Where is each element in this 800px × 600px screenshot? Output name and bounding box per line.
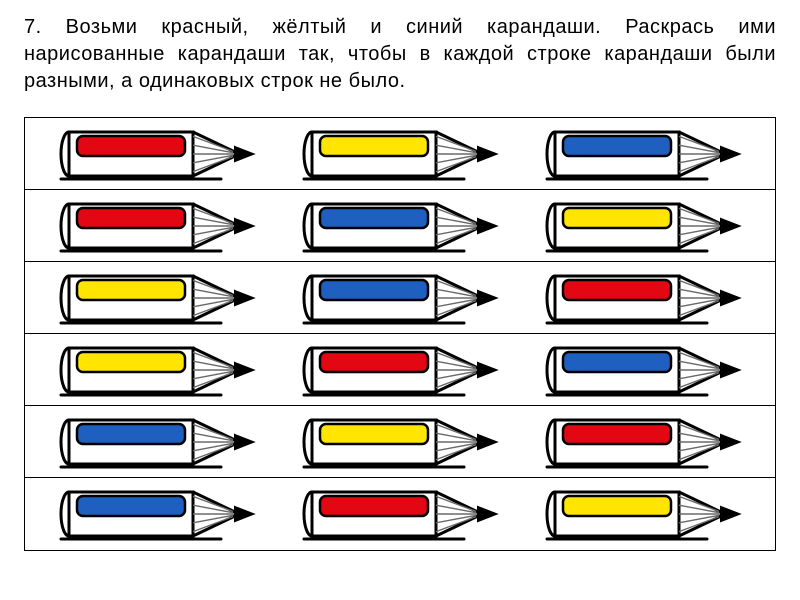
worksheet-page: 7. Возьми красный, жёлтый и синий каранд…	[0, 0, 800, 600]
pencil-red	[52, 198, 262, 254]
pencil-row	[25, 190, 775, 262]
pencil-blue	[295, 198, 505, 254]
pencil-red	[538, 414, 748, 470]
pencil-blue	[295, 270, 505, 326]
pencil-red	[52, 126, 262, 182]
pencil-blue	[538, 342, 748, 398]
task-number: 7.	[24, 16, 42, 38]
pencil-blue	[538, 126, 748, 182]
pencil-grid	[24, 117, 776, 551]
pencil-row	[25, 334, 775, 406]
pencil-yellow	[295, 414, 505, 470]
pencil-row	[25, 406, 775, 478]
pencil-yellow	[295, 126, 505, 182]
pencil-blue	[52, 486, 262, 542]
pencil-red	[295, 342, 505, 398]
pencil-red	[295, 486, 505, 542]
pencil-yellow	[538, 486, 748, 542]
pencil-row	[25, 478, 775, 550]
task-text: Возьми красный, жёлтый и синий карандаши…	[24, 16, 776, 92]
pencil-red	[538, 270, 748, 326]
pencil-yellow	[52, 342, 262, 398]
pencil-blue	[52, 414, 262, 470]
task-instruction: 7. Возьми красный, жёлтый и синий каранд…	[24, 14, 776, 95]
pencil-yellow	[538, 198, 748, 254]
pencil-row	[25, 118, 775, 190]
pencil-row	[25, 262, 775, 334]
pencil-yellow	[52, 270, 262, 326]
